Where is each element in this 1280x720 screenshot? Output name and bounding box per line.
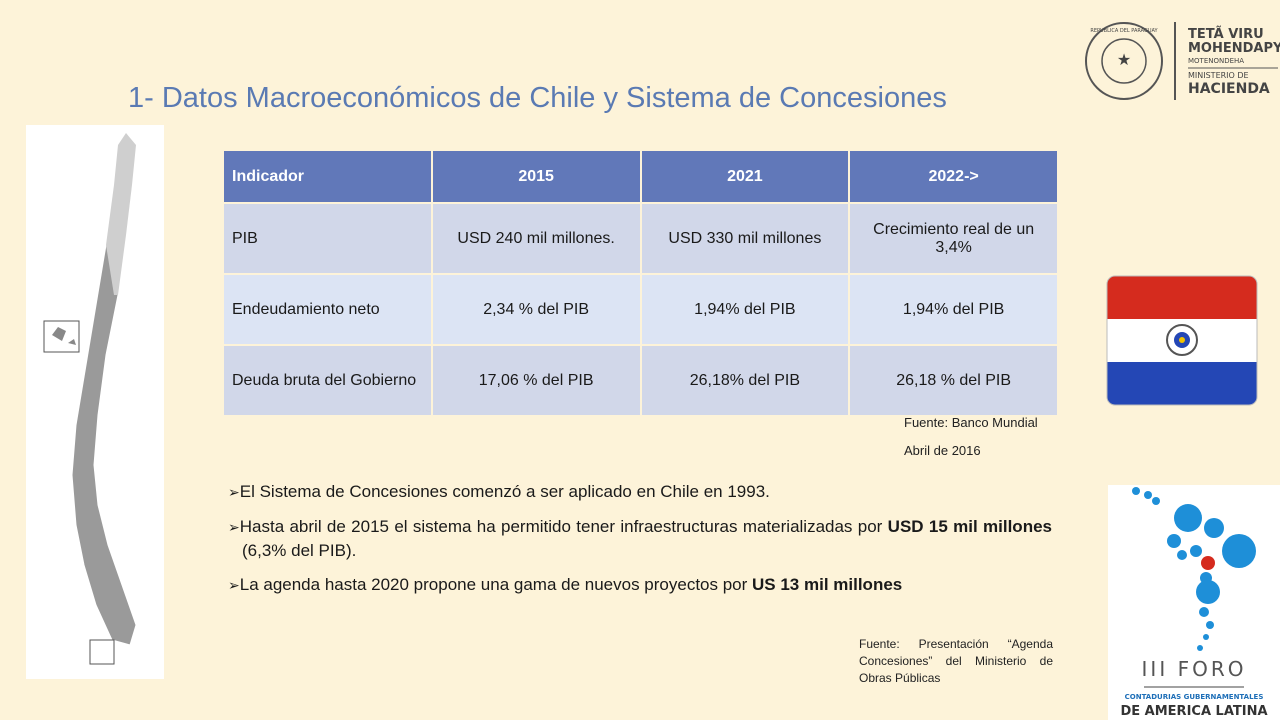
bullet-text: El Sistema de Concesiones comenzó a ser … bbox=[239, 482, 770, 501]
table-cell: Deuda bruta del Gobierno bbox=[222, 344, 433, 417]
table-cell: PIB bbox=[222, 202, 433, 275]
bullet-text: Hasta abril de 2015 el sistema ha permit… bbox=[239, 517, 888, 536]
logo-text: MOTENONDEHA bbox=[1188, 57, 1244, 65]
table-row: Deuda bruta del Gobierno 17,06 % del PIB 2… bbox=[222, 344, 1059, 417]
foro-logo: III FORO CONTADURIAS GUBERNAMENTALES DE … bbox=[1108, 485, 1280, 720]
bullet: ➢El Sistema de Concesiones comenzó a ser… bbox=[228, 482, 770, 501]
ministry-logo: ★ REPUBLICA DEL PARAGUAY TETÃ VIRU MOHEN… bbox=[1085, 22, 1280, 100]
source: Abril de 2016 bbox=[904, 443, 981, 458]
table-cell: Crecimiento real de un 3,4% bbox=[848, 202, 1059, 275]
source: Fuente: Presentación “Agenda Concesiones… bbox=[859, 637, 1053, 685]
foro-text: CONTADURIAS GUBERNAMENTALES bbox=[1125, 693, 1264, 701]
logo-text: MOHENDAPY bbox=[1188, 41, 1280, 56]
table-cell: USD 330 mil millones bbox=[639, 202, 851, 275]
table-row: Endeudamiento neto 2,34 % del PIB 1,94% de… bbox=[222, 273, 1059, 346]
table-cell: USD 240 mil millones. bbox=[430, 202, 642, 275]
svg-text:★: ★ bbox=[1117, 50, 1131, 69]
header-cell: 2022-> bbox=[848, 149, 1059, 204]
seal-text: REPUBLICA DEL PARAGUAY bbox=[1090, 28, 1158, 34]
header-cell: Indicador bbox=[222, 149, 433, 204]
chile-map bbox=[26, 125, 164, 679]
bullet-list: ➢El Sistema de Concesiones comenzó a ser… bbox=[228, 480, 1052, 608]
header-cell: 2021 bbox=[639, 149, 851, 204]
table-cell: Endeudamiento neto bbox=[222, 273, 433, 346]
foro-text: DE AMERICA LATINA bbox=[1120, 704, 1267, 719]
table-cell: 26,18 % del PIB bbox=[848, 344, 1059, 417]
logo-text: HACIENDA bbox=[1188, 81, 1270, 97]
bullet-text: (6,3% del PIB). bbox=[242, 541, 357, 560]
logo-text: MINISTERIO DE bbox=[1188, 71, 1249, 80]
foro-title: III FORO bbox=[1142, 657, 1247, 681]
table-cell: 26,18% del PIB bbox=[639, 344, 851, 417]
table-cell: 1,94% del PIB bbox=[848, 273, 1059, 346]
logo-text: TETÃ VIRU bbox=[1188, 26, 1264, 42]
table-cell: 1,94% del PIB bbox=[639, 273, 851, 346]
table-cell: 2,34 % del PIB bbox=[430, 273, 642, 346]
table-row: PIB USD 240 mil millones. USD 330 mil mill… bbox=[222, 202, 1059, 275]
bullet-text: USD 15 mil millones bbox=[887, 517, 1052, 536]
table-cell: 17,06 % del PIB bbox=[430, 344, 642, 417]
title: 1- Datos Macroeconómicos de Chile y Sist… bbox=[128, 82, 947, 114]
bullet-text: La agenda hasta 2020 propone una gama de… bbox=[239, 575, 753, 594]
source: Fuente: Banco Mundial bbox=[904, 415, 1038, 430]
bullet: ➢La agenda hasta 2020 propone una gama d… bbox=[228, 575, 903, 594]
header-cell: 2015 bbox=[430, 149, 642, 204]
bullet-text: US 13 mil millones bbox=[752, 575, 903, 594]
flag bbox=[1106, 275, 1258, 406]
bullet: ➢Hasta abril de 2015 el sistema ha permi… bbox=[228, 517, 1052, 560]
data-table: Indicador 2015 2021 2022-> PIB USD 240 mi… bbox=[222, 149, 1059, 417]
